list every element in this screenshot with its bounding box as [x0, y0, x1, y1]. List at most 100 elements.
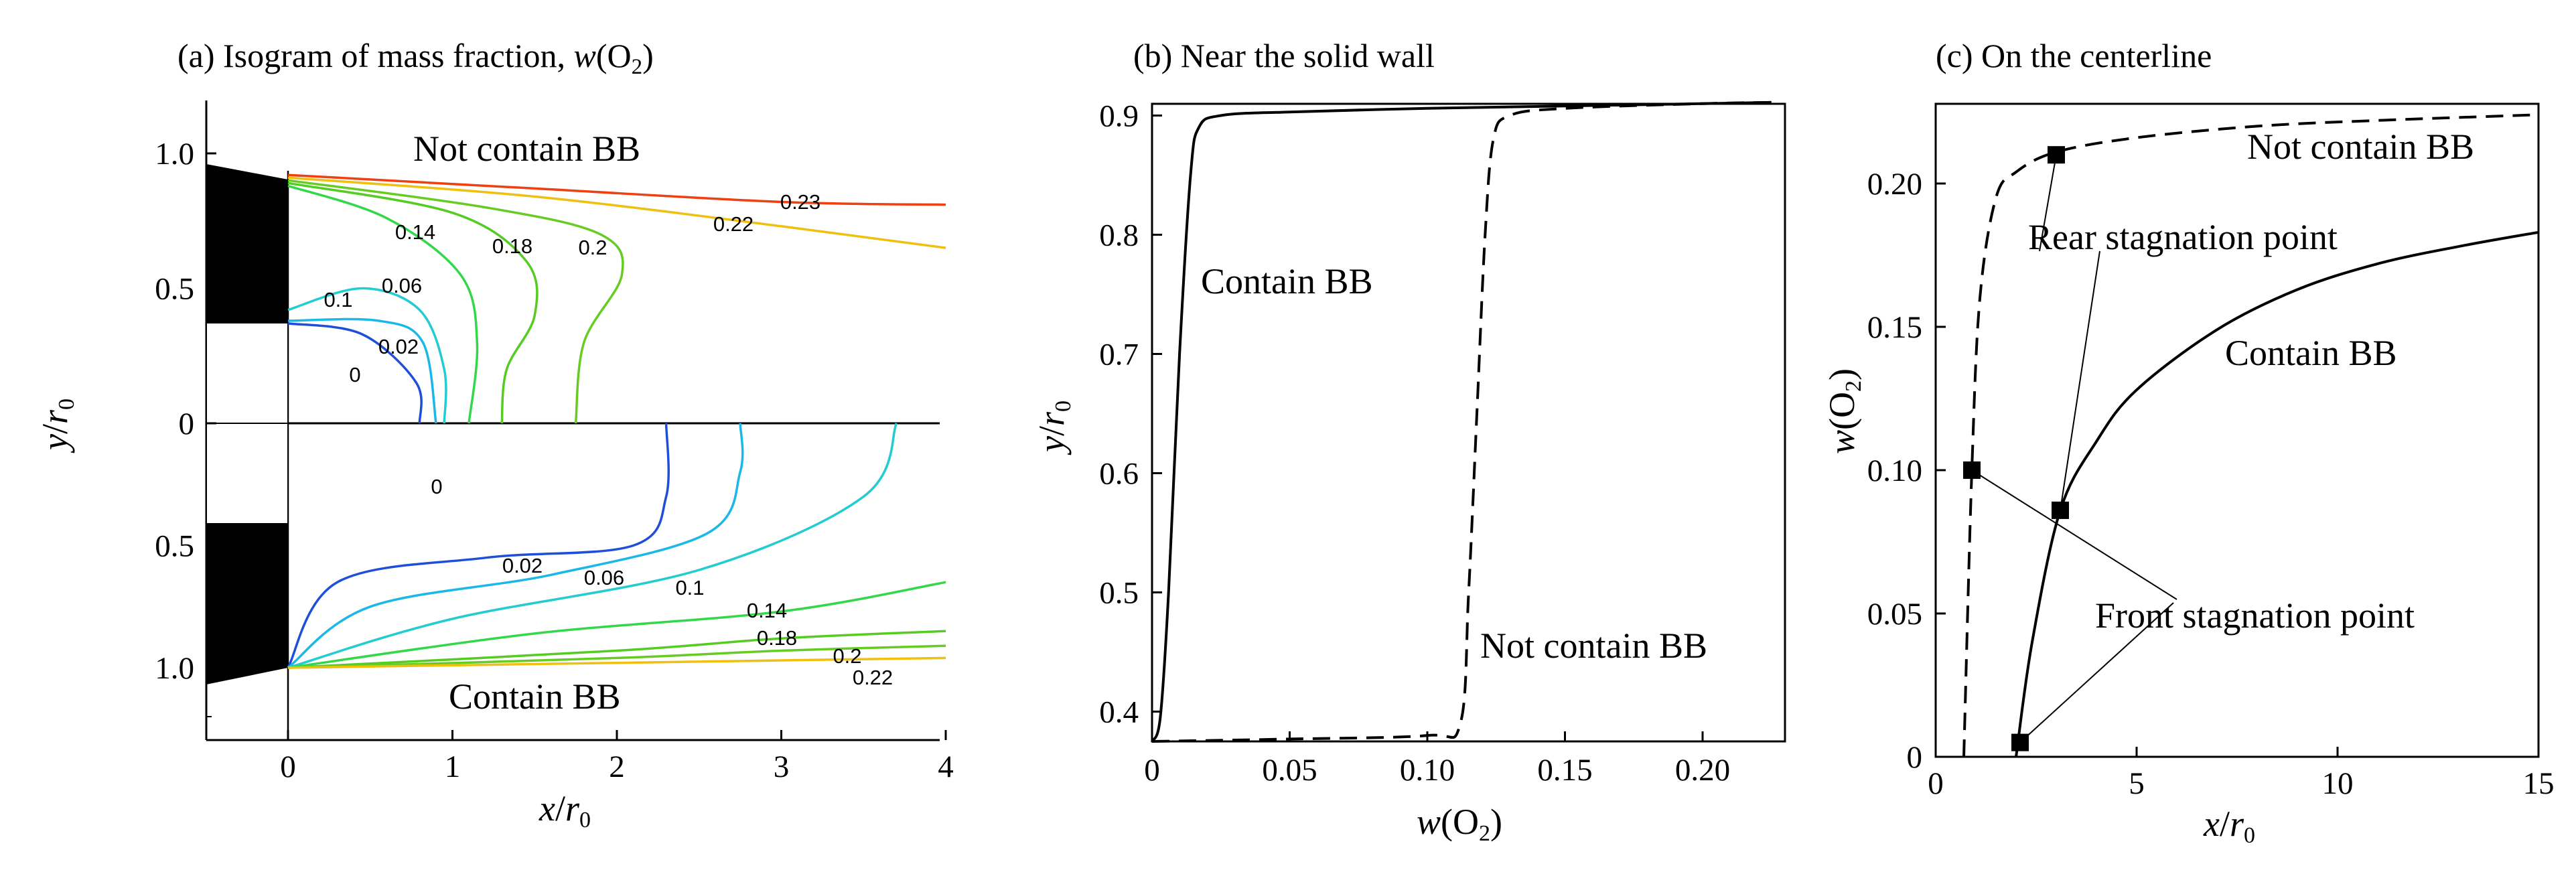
contour-bottom-0_1: [287, 423, 898, 669]
panel-b-ytick-label-1: 0.5: [1099, 576, 1139, 611]
panel-b-title: (b) Near the solid wall: [1133, 37, 1435, 74]
panel-c-marker-0: [2048, 146, 2065, 164]
panel-c-title: (c) On the centerline: [1936, 37, 2212, 74]
panel-c-series-contain-bb: [2015, 230, 2539, 757]
panel-c-leader-front-dashed: [1971, 469, 2177, 600]
panel-c-marker-2: [2052, 501, 2069, 519]
panel-c-annotation-not-contain: Not contain BB: [2247, 127, 2474, 167]
panel-c-xlabel-sub: 0: [2244, 823, 2255, 848]
contour-label-top-0_06: 0.06: [382, 274, 422, 297]
panel-c-xlabel: x/r0: [2203, 804, 2255, 848]
panel-c-ylabel: w(O2): [1822, 368, 1866, 454]
panel-c-markers: [1963, 146, 2069, 751]
contour-bottom-0_18: [287, 630, 946, 669]
contour-bottom-0_14: [287, 581, 946, 669]
contour-label-top-0: 0: [349, 363, 360, 386]
panel-b-ytick-label-4: 0.8: [1099, 218, 1139, 253]
panel-c-ytick-label-3: 0.15: [1867, 310, 1922, 345]
panel-b-series-contain-bb: [1151, 100, 1772, 742]
panel-b-ylabel: y/r0: [1031, 401, 1076, 455]
panel-a-xlabel-sub: 0: [579, 808, 591, 832]
panel-c-ylabel-sub: 2: [1841, 380, 1866, 392]
contour-label-bottom-0_14: 0.14: [747, 599, 787, 622]
panel-a-ylabel-slash: /: [35, 424, 75, 434]
panel-b-xtick-label-0: 0: [1144, 753, 1160, 788]
contour-top-0_22: [287, 176, 946, 249]
panel-b-ylabel-var: y: [1031, 436, 1072, 455]
contour-top-0_14: [287, 184, 479, 424]
panel-c-ytick-label-1: 0.05: [1867, 597, 1922, 632]
panel-a-ytick-top-label-0: 1.0: [155, 137, 194, 171]
contour-label-bottom-0_02: 0.02: [502, 554, 543, 577]
contour-top-0_06: [287, 317, 437, 424]
panel-a-xtick-label-0: 0: [280, 749, 296, 784]
panel-c-leader-front-solid: [2019, 602, 2174, 743]
contour-label-bottom-0_18: 0.18: [757, 626, 797, 650]
panel-c-marker-1: [1963, 461, 1981, 479]
panel-b-ytick-label-2: 0.6: [1099, 457, 1139, 492]
panel-c-frame: [1934, 102, 2540, 758]
panel-a-contour-labels: 0.230.220.20.180.140.10.060.02000.020.06…: [324, 190, 893, 689]
body-top-shape: [206, 164, 288, 323]
panel-b-annotation-contain: Contain BB: [1201, 261, 1373, 301]
panel-a-bottom-region-label: Contain BB: [449, 676, 621, 717]
panel-c-xlabel-var: x: [2203, 804, 2220, 844]
contour-label-top-0_02: 0.02: [378, 335, 419, 358]
panel-b-ytick-label-0: 0.4: [1099, 695, 1139, 730]
panel-c-leader-lines: [1971, 155, 2177, 743]
panel-b-xlabel-open: (O: [1441, 802, 1479, 842]
panel-a-ytick-bottom-label-1: 0.5: [155, 529, 194, 564]
body-bottom-gap: [206, 423, 289, 524]
contour-label-bottom-0_22: 0.22: [853, 666, 893, 689]
panel-a-title-open: (O: [596, 37, 632, 74]
panel-a-ylabel: y/r0: [35, 398, 79, 453]
panel-c-leader-rear-solid: [2060, 250, 2100, 511]
panel-a-ticks: 0 1 2 3 4 1.0 0.5 0 0.5 1.0: [155, 137, 954, 784]
panel-c-xtick-label-1: 5: [2129, 766, 2145, 801]
body-bottom-shape: [206, 524, 288, 684]
panel-b-xtick-label-1: 0.05: [1262, 753, 1317, 788]
panel-a-top-region-label: Not contain BB: [413, 129, 640, 169]
panel-a-xlabel-slash: /: [555, 788, 565, 828]
contour-label-bottom-0_2: 0.2: [833, 644, 861, 668]
contour-top-0_23: [287, 173, 946, 206]
panel-b-xlabel: w(O2): [1417, 802, 1502, 846]
contour-label-bottom-0_06: 0.06: [584, 566, 624, 589]
panel-a-xtick-label-3: 3: [774, 749, 790, 784]
contour-label-bottom-0_1: 0.1: [675, 576, 704, 599]
panel-b-xlabel-close: ): [1490, 802, 1502, 842]
panel-c-xlabel-r: r: [2230, 804, 2244, 844]
panel-c-ylabel-open: (O: [1822, 392, 1862, 430]
contour-top-0_1: [287, 287, 447, 424]
panel-a-ytick-top-label-2: 0: [179, 407, 195, 441]
panel-b-ticks: 0 0.05 0.10 0.15 0.20 0.4 0.5 0.6 0.7 0.8 0.9: [1099, 99, 1730, 788]
panel-a-title-sub: 2: [632, 55, 643, 79]
panel-c-leader-rear-dashed: [2039, 155, 2057, 252]
contour-label-top-0_22: 0.22: [713, 212, 754, 236]
panel-b-xtick-label-4: 0.20: [1675, 753, 1730, 788]
panel-a-ylabel-sub: 0: [54, 398, 79, 410]
panel-a-xlabel: x/r0: [539, 788, 591, 832]
panel-c-series-not-contain-bb: [1962, 113, 2539, 757]
panel-b-ylabel-r: r: [1031, 411, 1072, 426]
panel-a-xtick-label-1: 1: [445, 749, 461, 784]
panel-b-xlabel-var: w: [1417, 802, 1441, 842]
panel-a-title-var: w: [573, 37, 595, 74]
panel-a-xtick-label-2: 2: [609, 749, 625, 784]
panel-a-contours: [287, 173, 946, 669]
panel-a-ylabel-var: y: [35, 434, 75, 453]
panel-b-xlabel-sub: 2: [1479, 821, 1490, 846]
panel-b-ytick-label-3: 0.7: [1099, 338, 1139, 372]
contour-top-0_02: [287, 322, 423, 424]
panel-b-series: [1151, 100, 1772, 743]
panel-a-xlabel-var: x: [539, 788, 555, 828]
panel-a-ylabel-r: r: [35, 409, 75, 424]
panel-b-ylabel-slash: /: [1031, 426, 1072, 436]
contour-label-top-0_18: 0.18: [492, 234, 532, 258]
panel-b-frame: [1151, 102, 1786, 743]
contour-label-bottom-0: 0: [431, 475, 442, 498]
panel-a: (a) Isogram of mass fraction, w(O2) 0.2 3…: [35, 37, 954, 832]
panel-c-ytick-label-0: 0: [1907, 740, 1923, 775]
panel-a-title: (a) Isogram of mass fraction, w(O2): [177, 37, 654, 79]
